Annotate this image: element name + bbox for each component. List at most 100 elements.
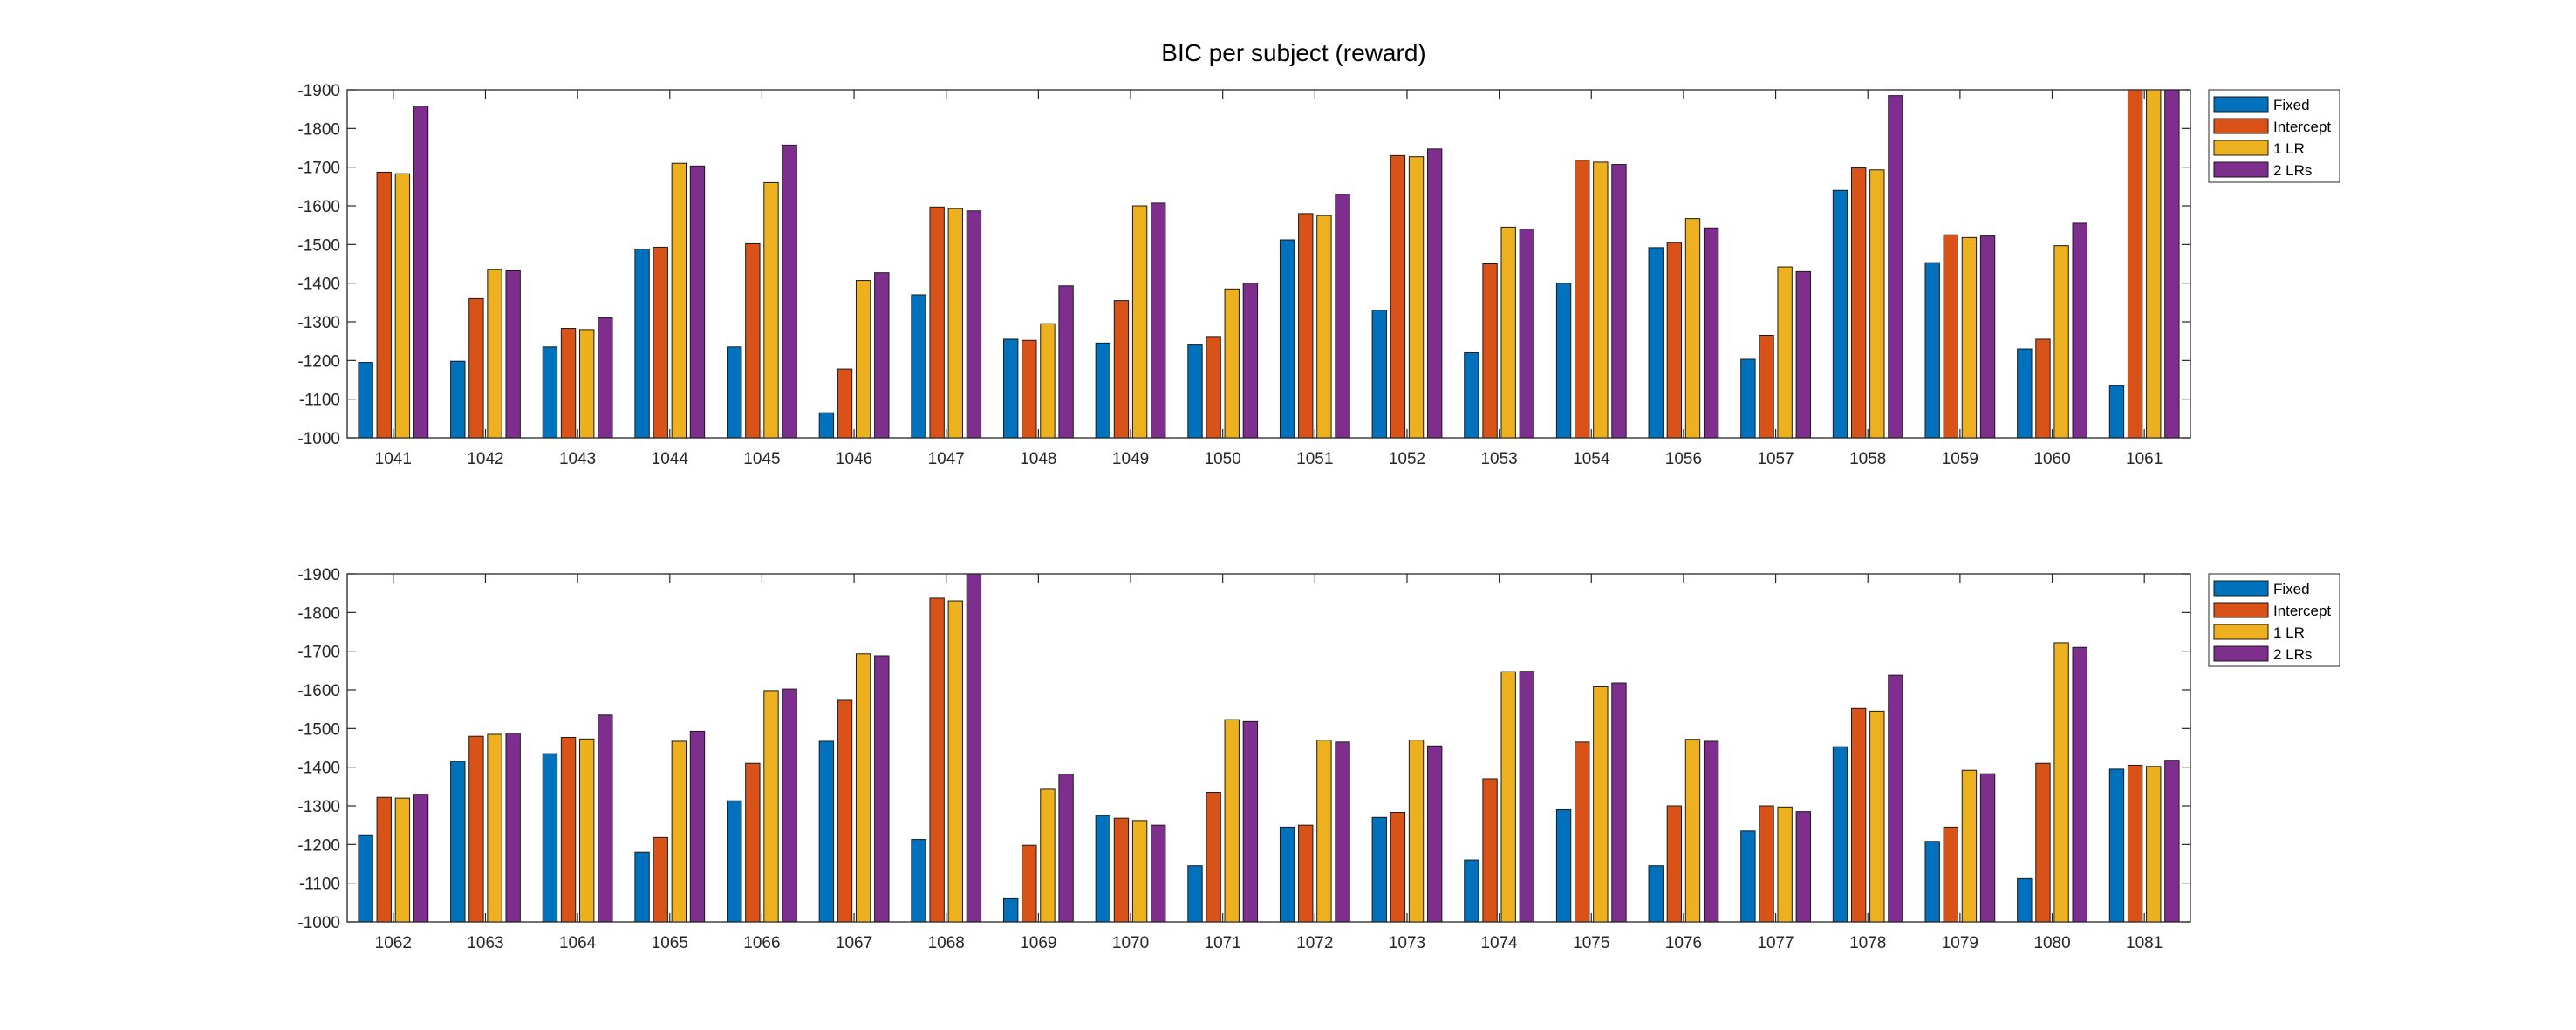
- bar-1-lr-1081: [2146, 766, 2162, 923]
- x-tick-label: 1056: [1665, 450, 1702, 468]
- bar-1-lr-1078: [1869, 710, 1885, 923]
- x-tick-label: 1071: [1205, 934, 1241, 952]
- bar-2-lrs-1069: [1058, 774, 1074, 923]
- bar-1-lr-1060: [2053, 245, 2069, 439]
- bar-1-lr-1053: [1500, 226, 1516, 439]
- bar-intercept-1077: [1759, 805, 1774, 923]
- bar-2-lrs-1041: [413, 106, 429, 439]
- bar-fixed-1065: [634, 851, 650, 923]
- x-tick-label: 1046: [836, 450, 872, 468]
- bar-fixed-1054: [1555, 283, 1572, 439]
- bar-1-lr-1071: [1224, 719, 1240, 923]
- y-tick-label: -1300: [297, 314, 340, 332]
- bar-intercept-1053: [1482, 263, 1498, 439]
- bar-intercept-1058: [1850, 167, 1867, 439]
- bar-intercept-1076: [1666, 805, 1683, 923]
- figure-title: BIC per subject (reward): [1161, 39, 1425, 66]
- bar-1-lr-1057: [1777, 266, 1793, 439]
- legend-entry: Intercept: [2273, 603, 2331, 619]
- bar-2-lrs-1077: [1795, 811, 1811, 923]
- bar-fixed-1073: [1371, 816, 1387, 923]
- y-tick-label: -1300: [297, 798, 340, 816]
- bar-fixed-1067: [818, 740, 835, 923]
- bar-2-lrs-1061: [2164, 89, 2180, 439]
- bar-fixed-1041: [358, 362, 373, 439]
- legend: Fixed Intercept 1 LR 2 LRs: [2208, 89, 2340, 183]
- x-tick-label: 1080: [2033, 934, 2070, 952]
- bar-fixed-1056: [1648, 247, 1664, 439]
- bar-fixed-1049: [1095, 342, 1111, 439]
- bar-2-lrs-1080: [2072, 646, 2087, 923]
- bar-1-lr-1041: [394, 173, 411, 439]
- x-tick-label: 1062: [375, 934, 412, 952]
- legend-swatch: [2213, 140, 2269, 156]
- bar-2-lrs-1058: [1888, 95, 1903, 439]
- bar-2-lrs-1042: [505, 269, 521, 439]
- x-tick-label: 1053: [1480, 450, 1517, 468]
- x-tick-label: 1042: [467, 450, 503, 468]
- bar-1-lr-1056: [1684, 218, 1701, 439]
- legend-entry: 2 LRs: [2273, 646, 2312, 663]
- bar-1-lr-1079: [1961, 769, 1978, 923]
- bar-1-lr-1076: [1684, 739, 1701, 923]
- x-tick-label: 1061: [2126, 450, 2163, 468]
- bar-fixed-1045: [727, 346, 742, 439]
- bar-chart-panel-2: -1900 -1800 -1700 -1600 -1500 -1400 -1300 -1200…: [297, 566, 2340, 952]
- bar-intercept-1050: [1206, 336, 1221, 439]
- x-tick-label: 1076: [1665, 934, 1702, 952]
- bar-1-lr-1072: [1316, 740, 1332, 923]
- x-tick-label: 1068: [928, 934, 965, 952]
- bar-2-lrs-1057: [1795, 270, 1811, 439]
- x-tick-label: 1063: [467, 934, 503, 952]
- legend-entry: 1 LR: [2273, 140, 2305, 157]
- bar-2-lrs-1071: [1242, 720, 1259, 923]
- bar-fixed-1042: [450, 360, 466, 439]
- bar-intercept-1059: [1943, 234, 1958, 439]
- bar-intercept-1045: [745, 242, 761, 439]
- bar-1-lr-1042: [487, 269, 502, 439]
- bar-1-lr-1054: [1593, 161, 1609, 439]
- y-tick-label: -1800: [297, 120, 340, 139]
- bar-1-lr-1075: [1593, 686, 1609, 923]
- x-tick-label: 1051: [1296, 450, 1333, 468]
- bar-fixed-1057: [1740, 358, 1756, 439]
- x-tick-label: 1049: [1112, 450, 1149, 468]
- y-tick-label: -1200: [297, 352, 340, 371]
- bar-intercept-1049: [1113, 300, 1130, 439]
- bar-1-lr-1066: [763, 690, 779, 923]
- x-tick-label: 1048: [1020, 450, 1056, 468]
- legend-swatch: [2213, 118, 2269, 134]
- bar-intercept-1042: [468, 297, 484, 439]
- bar-2-lrs-1073: [1426, 745, 1443, 923]
- bar-fixed-1066: [727, 800, 742, 923]
- y-tick-label: -1200: [297, 836, 340, 855]
- bar-fixed-1050: [1187, 344, 1203, 439]
- bar-2-lrs-1047: [966, 210, 982, 439]
- bar-1-lr-1070: [1131, 820, 1148, 923]
- bar-2-lrs-1072: [1335, 741, 1350, 923]
- y-tick-label: -1600: [297, 198, 340, 216]
- bar-intercept-1081: [2127, 764, 2143, 923]
- bar-fixed-1060: [2017, 348, 2033, 439]
- bar-intercept-1072: [1298, 824, 1314, 923]
- bar-fixed-1047: [911, 294, 926, 439]
- bar-intercept-1063: [468, 735, 484, 923]
- bar-2-lrs-1043: [598, 317, 613, 439]
- bar-2-lrs-1060: [2072, 222, 2087, 439]
- bar-fixed-1043: [542, 346, 558, 439]
- bar-intercept-1062: [376, 796, 392, 923]
- bar-intercept-1054: [1575, 160, 1590, 439]
- x-tick-label: 1079: [1942, 934, 1978, 952]
- legend-swatch: [2213, 602, 2269, 618]
- bar-1-lr-1063: [487, 733, 502, 923]
- bar-2-lrs-1052: [1426, 148, 1443, 439]
- bar-intercept-1067: [837, 699, 853, 923]
- bar-fixed-1081: [2108, 768, 2125, 923]
- x-tick-label: 1052: [1389, 450, 1425, 468]
- bar-intercept-1074: [1482, 778, 1498, 923]
- bar-1-lr-1051: [1316, 215, 1332, 439]
- x-tick-label: 1044: [652, 450, 689, 468]
- bar-1-lr-1046: [855, 280, 871, 439]
- x-tick-label: 1057: [1757, 450, 1794, 468]
